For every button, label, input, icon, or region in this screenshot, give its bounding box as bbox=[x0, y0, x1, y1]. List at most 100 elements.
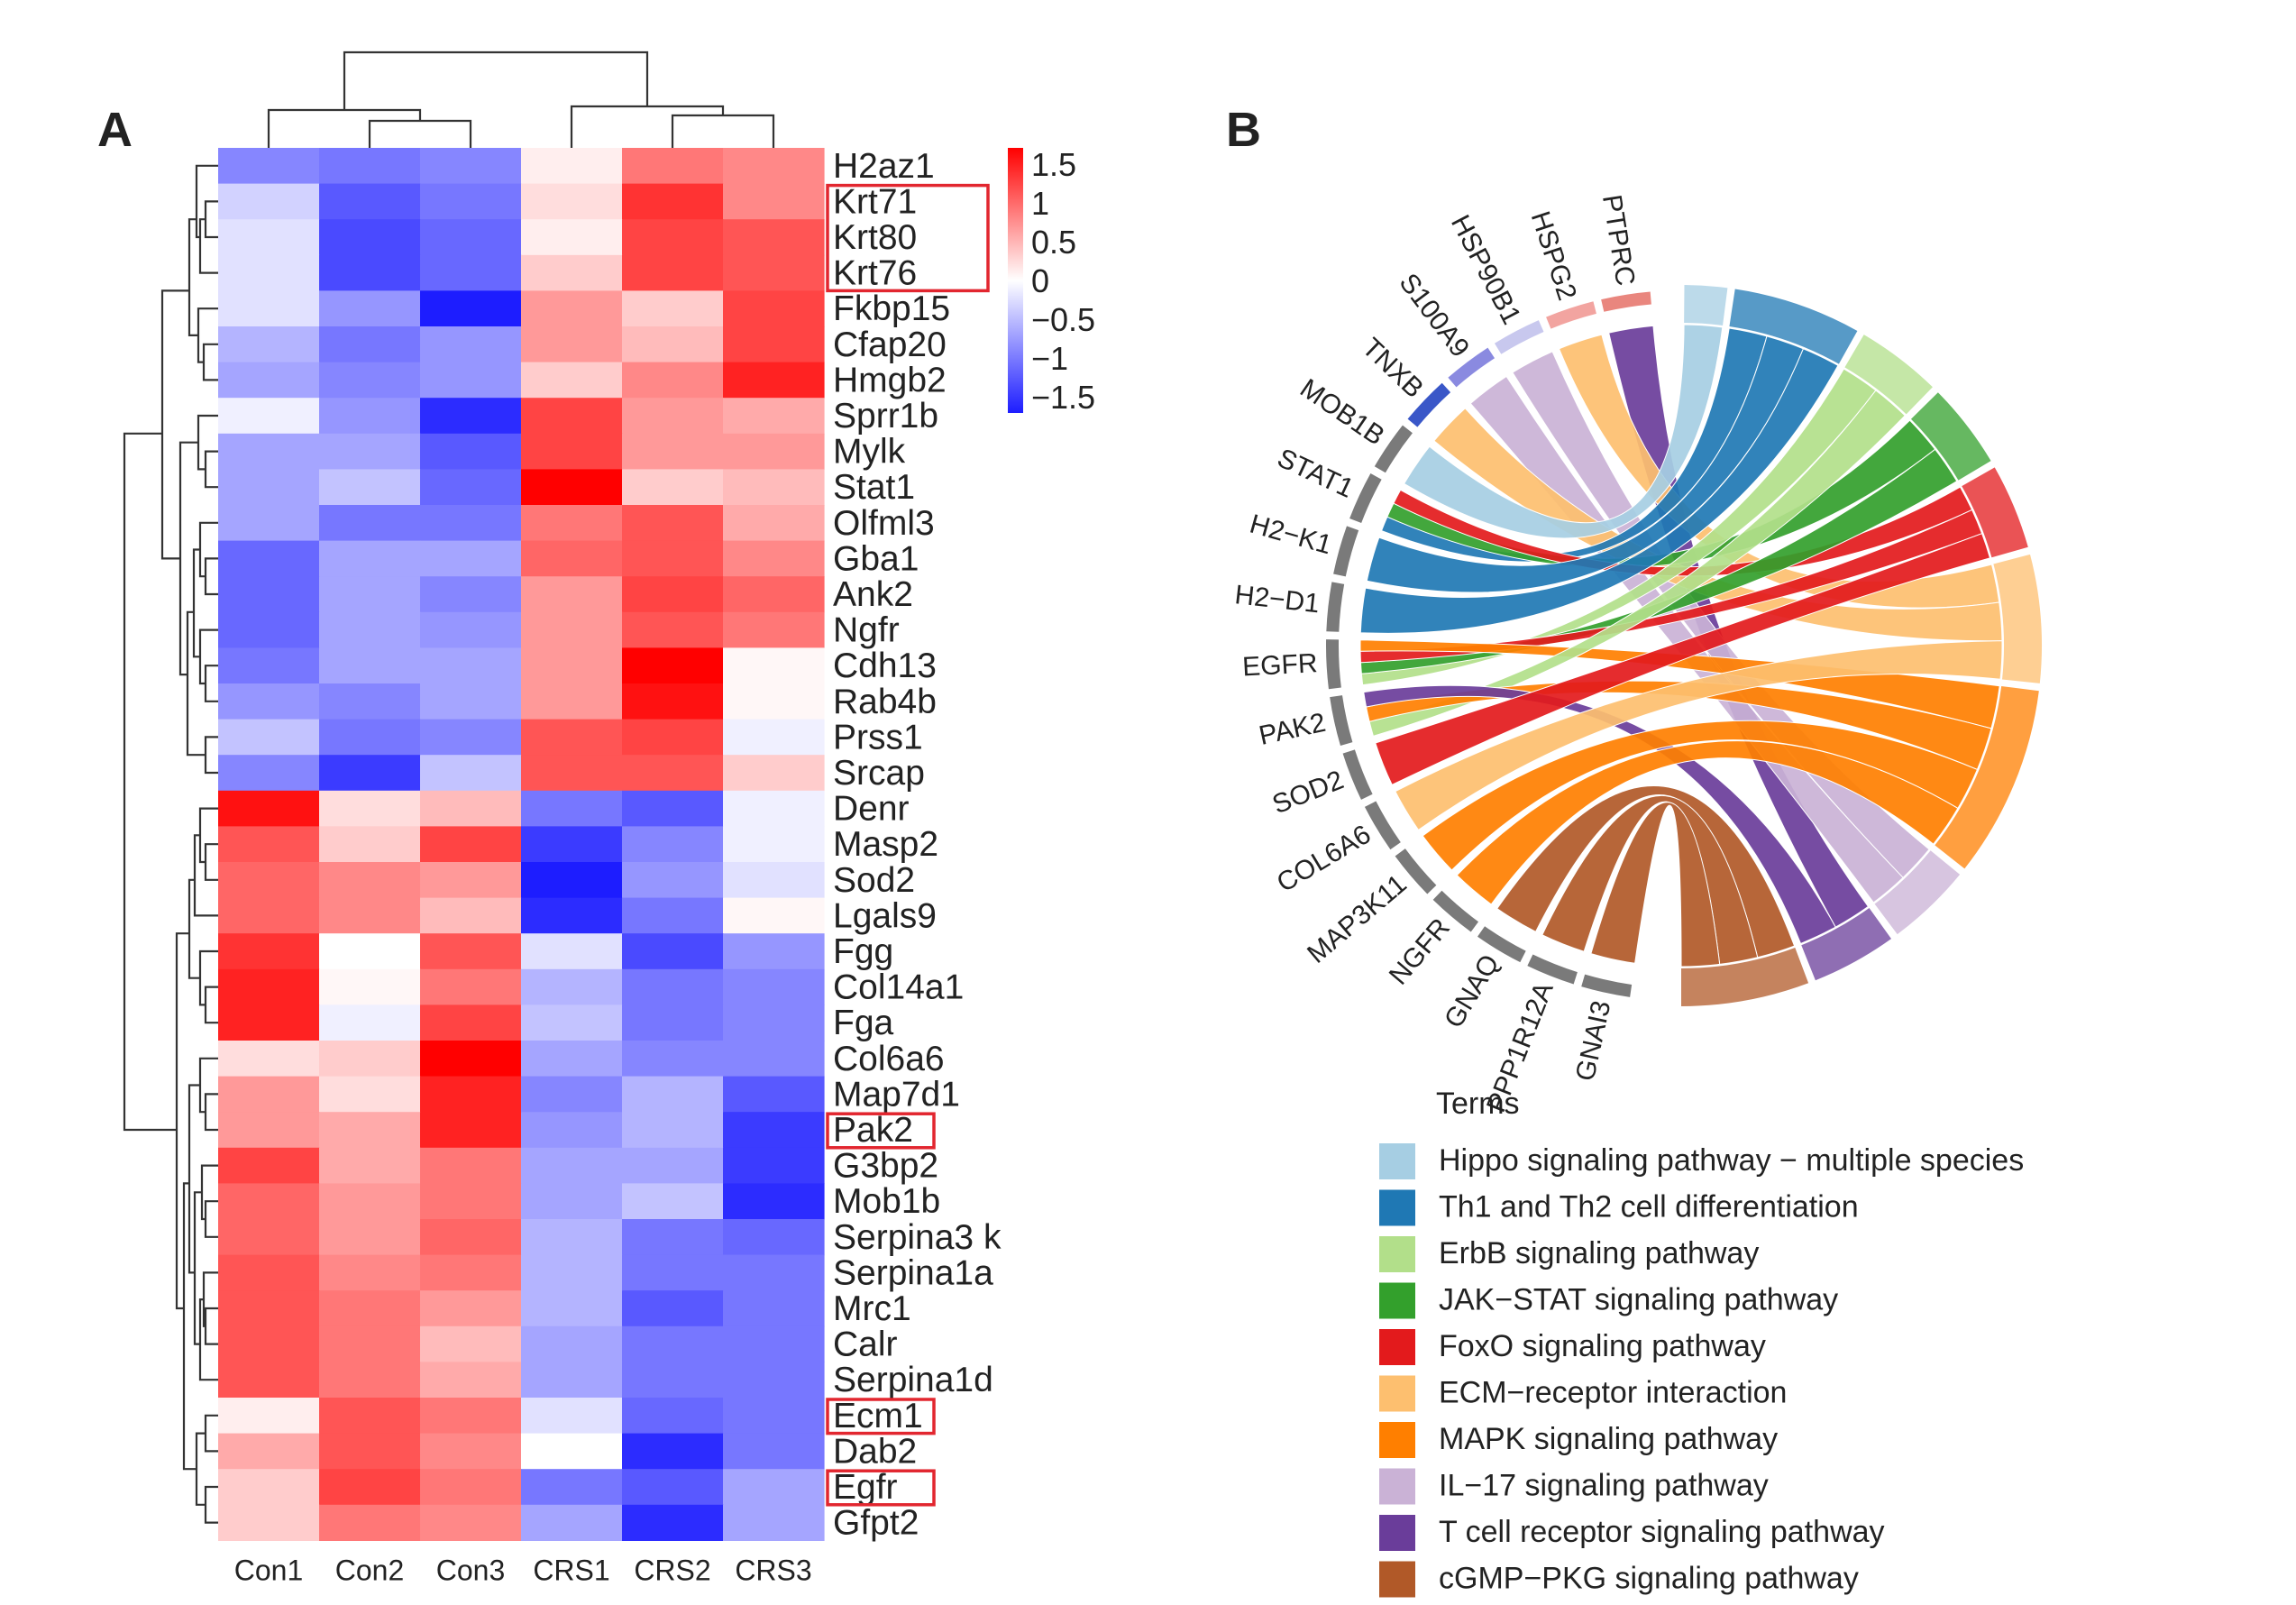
gene-arc bbox=[1432, 890, 1479, 932]
heatmap-cell bbox=[319, 1183, 421, 1220]
heatmap-cell bbox=[521, 219, 623, 256]
heatmap-cell bbox=[218, 683, 320, 720]
chord-gene-label: EGFR bbox=[1241, 648, 1318, 682]
gene-arc bbox=[1581, 974, 1633, 997]
term-arc bbox=[1729, 289, 1858, 364]
heatmap-cell bbox=[723, 254, 825, 291]
legend-entry: Th1 and Th2 cell differentiation bbox=[1439, 1190, 1859, 1224]
legend-swatch bbox=[1379, 1282, 1415, 1319]
heatmap-cell bbox=[319, 290, 421, 327]
heatmap-cell bbox=[723, 897, 825, 934]
gene-label: Serpina3 k bbox=[833, 1218, 1002, 1257]
gene-arc bbox=[1374, 425, 1413, 473]
color-scale-bar bbox=[1008, 148, 1023, 413]
color-scale-tick: 0.5 bbox=[1031, 224, 1076, 261]
heatmap-cell bbox=[622, 1183, 724, 1220]
heatmap-cell bbox=[622, 469, 724, 506]
heatmap-cell bbox=[420, 1041, 522, 1078]
chord-link bbox=[1456, 740, 1959, 905]
heatmap-cell bbox=[723, 647, 825, 684]
heatmap-cell bbox=[521, 148, 623, 185]
gene-arc bbox=[1326, 582, 1345, 632]
gene-label: Ecm1 bbox=[833, 1397, 923, 1435]
column-labels: Con1 Con2 Con3 CRS1 CRS2 CRS3 bbox=[234, 1554, 812, 1586]
heatmap-cell bbox=[521, 968, 623, 1005]
heatmap-cell bbox=[723, 611, 825, 648]
heatmap-cell bbox=[622, 611, 724, 648]
heatmap-cell bbox=[521, 790, 623, 827]
gene-label: Fga bbox=[833, 1004, 894, 1042]
terms-legend: Terms Hippo signaling pathway − multiple… bbox=[1379, 1087, 2024, 1598]
gene-label: Krt71 bbox=[833, 182, 917, 221]
heatmap-cell bbox=[218, 576, 320, 613]
term-arc bbox=[1844, 335, 1933, 415]
heatmap-cell bbox=[319, 148, 421, 185]
heatmap-cell bbox=[723, 219, 825, 256]
heatmap-cell bbox=[622, 1362, 724, 1399]
legend-title: Terms bbox=[1436, 1087, 1520, 1121]
heatmap-cell bbox=[319, 183, 421, 220]
gene-label: Mrc1 bbox=[833, 1289, 911, 1328]
heatmap-cell bbox=[622, 433, 724, 470]
gene-label: Srcap bbox=[833, 754, 925, 793]
heatmap-cell bbox=[521, 540, 623, 577]
gene-arc bbox=[1601, 291, 1651, 312]
chord-gene-label: HSPG2 bbox=[1525, 207, 1582, 304]
heatmap-cell bbox=[420, 611, 522, 648]
heatmap-cell bbox=[723, 1004, 825, 1041]
color-scale-tick: −1.5 bbox=[1031, 379, 1095, 416]
gene-arc bbox=[1395, 848, 1437, 894]
heatmap-cell bbox=[622, 505, 724, 542]
heatmap-cell bbox=[420, 897, 522, 934]
heatmap-cell bbox=[218, 1504, 320, 1541]
heatmap-cell bbox=[723, 148, 825, 185]
heatmap-cell bbox=[218, 362, 320, 399]
legend-entry: cGMP−PKG signaling pathway bbox=[1439, 1562, 1859, 1596]
heatmap-cell bbox=[622, 1004, 724, 1041]
gene-label: Mylk bbox=[833, 433, 906, 472]
heatmap-cell bbox=[723, 1325, 825, 1362]
heatmap-cell bbox=[622, 647, 724, 684]
chord-arcs bbox=[1326, 285, 2042, 1006]
gene-label: Col6a6 bbox=[833, 1040, 945, 1078]
heatmap-cell bbox=[319, 326, 421, 363]
heatmap-cell bbox=[521, 1504, 623, 1541]
chord-link bbox=[1403, 324, 1724, 539]
heatmap-cell bbox=[218, 1290, 320, 1327]
heatmap-cell bbox=[622, 933, 724, 970]
heatmap-cell bbox=[420, 826, 522, 863]
heatmap-cell bbox=[319, 1147, 421, 1184]
heatmap-cell bbox=[218, 326, 320, 363]
heatmap-cell bbox=[319, 1004, 421, 1041]
heatmap-cell bbox=[218, 1147, 320, 1184]
heatmap-cell bbox=[420, 576, 522, 613]
heatmap-cell bbox=[218, 1254, 320, 1291]
heatmap-cell bbox=[218, 611, 320, 648]
chord-link bbox=[1590, 802, 1721, 968]
heatmap-cell bbox=[319, 1219, 421, 1256]
heatmap-cell bbox=[218, 790, 320, 827]
gene-arc bbox=[1546, 301, 1596, 329]
chord-link bbox=[1366, 335, 1805, 593]
gene-label: Cfap20 bbox=[833, 326, 947, 364]
heatmap-cell bbox=[420, 148, 522, 185]
heatmap-cell bbox=[521, 1325, 623, 1362]
gene-label: Map7d1 bbox=[833, 1075, 960, 1114]
legend-swatch bbox=[1379, 1468, 1415, 1505]
gene-arc bbox=[1494, 320, 1544, 354]
legend-swatch bbox=[1379, 1329, 1415, 1365]
chord-gene-label: H2−D1 bbox=[1233, 580, 1321, 619]
chord-gene-label: GNAI3 bbox=[1570, 998, 1616, 1084]
heatmap-cell bbox=[622, 1147, 724, 1184]
heatmap-cell bbox=[521, 647, 623, 684]
legend-entry: T cell receptor signaling pathway bbox=[1439, 1515, 1885, 1549]
heatmap-cell bbox=[622, 1290, 724, 1327]
gene-label: Egfr bbox=[833, 1468, 898, 1507]
heatmap-cell bbox=[521, 1398, 623, 1435]
heatmap-cell bbox=[723, 290, 825, 327]
heatmap-cell bbox=[723, 1504, 825, 1541]
heatmap-cell bbox=[420, 1219, 522, 1256]
chord-link bbox=[1395, 640, 2003, 831]
heatmap-cell bbox=[420, 719, 522, 756]
